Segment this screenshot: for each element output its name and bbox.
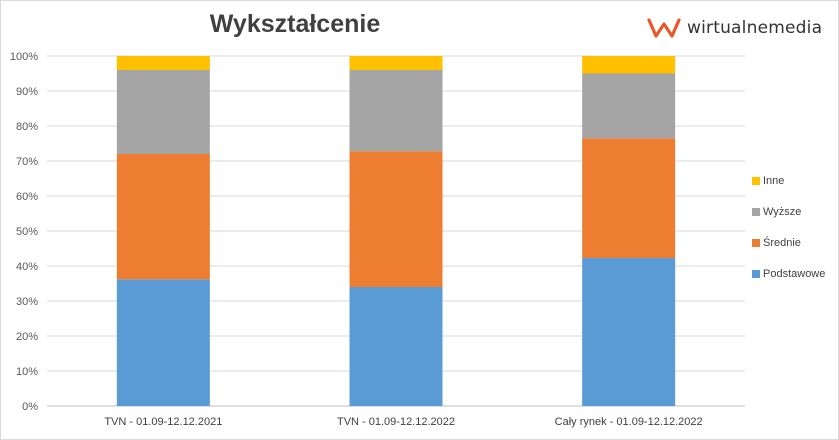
bar-segment-podstawowe [349,287,443,406]
legend-item: Wyższe [752,205,825,219]
legend-swatch [752,177,760,185]
chart-legend: Inne Wyższe Średnie Podstawowe [752,174,825,298]
legend-item: Podstawowe [752,267,825,281]
x-tick-label: TVN - 01.09-12.12.2022 [337,416,455,428]
legend-label: Wyższe [763,206,802,218]
bar-segment-podstawowe [582,257,676,406]
x-tick-label: Cały rynek - 01.09-12.12.2022 [555,416,703,428]
bar-segment-inne [582,56,676,74]
bar-segment-średnie [116,154,210,280]
y-tick-label: 40% [16,261,38,273]
bar-segment-inne [349,56,443,70]
y-tick-label: 100% [10,51,38,63]
bar-segment-średnie [582,138,676,258]
legend-swatch [752,208,760,216]
legend-swatch [752,270,760,278]
y-tick-label: 90% [16,86,38,98]
y-tick-label: 60% [16,191,38,203]
y-tick-label: 50% [16,226,38,238]
bar-segment-inne [116,56,210,70]
y-tick-label: 0% [22,401,38,413]
legend-item: Średnie [752,236,825,250]
legend-label: Inne [763,175,785,187]
wirtualnemedia-logo-icon [647,18,681,38]
y-tick-label: 10% [16,366,38,378]
bar-segment-średnie [349,151,443,287]
bar-segment-wyższe [349,70,443,152]
legend-label: Średnie [763,237,801,249]
x-tick-label: TVN - 01.09-12.12.2021 [104,416,222,428]
bar-segment-wyższe [116,70,210,154]
y-tick-label: 30% [16,296,38,308]
bar-segment-podstawowe [116,279,210,406]
chart-title: Wykształcenie [209,10,381,38]
y-tick-label: 20% [16,331,38,343]
y-tick-label: 80% [16,121,38,133]
brand-name: wirtualnemedia [687,18,823,38]
y-tick-label: 70% [16,156,38,168]
legend-swatch [752,239,760,247]
bar-segment-wyższe [582,73,676,139]
legend-label: Podstawowe [763,268,826,280]
legend-item: Inne [752,174,825,188]
brand-logo: wirtualnemedia [647,15,822,41]
